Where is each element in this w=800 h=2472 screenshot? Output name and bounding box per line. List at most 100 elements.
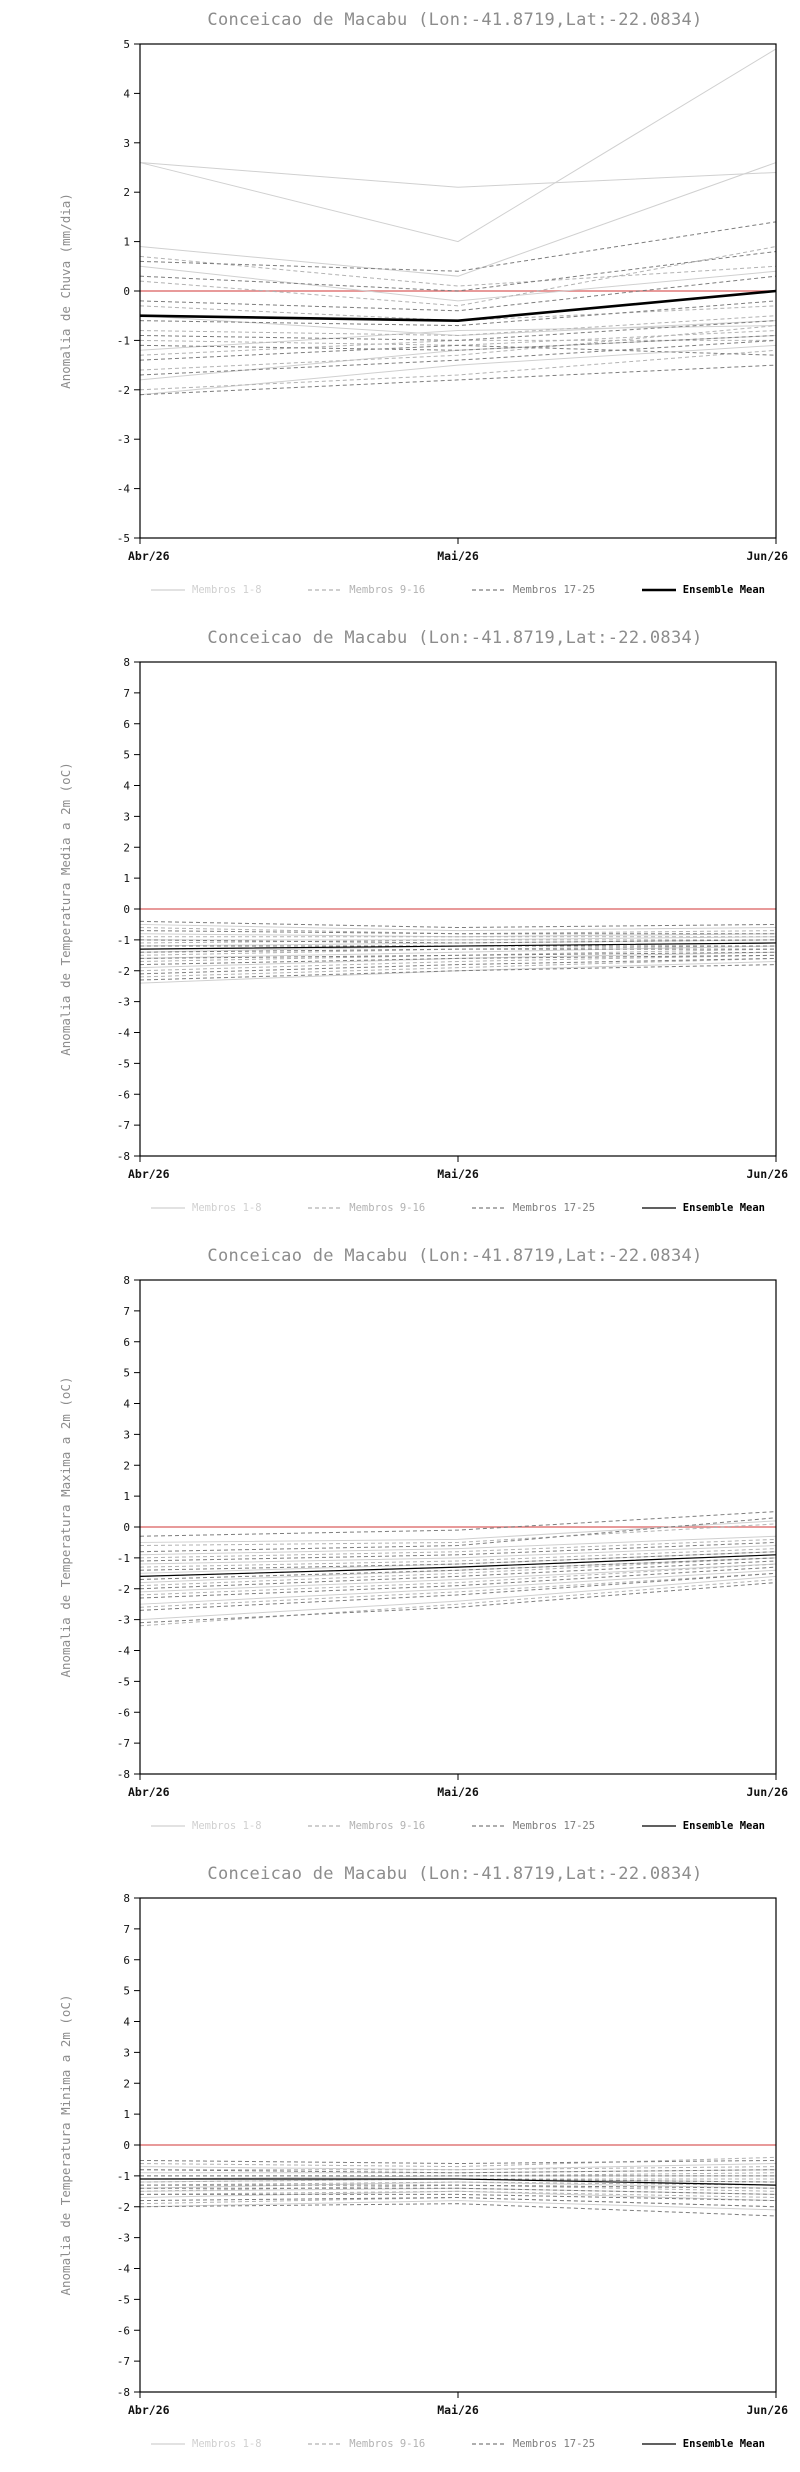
member-line [139, 339, 777, 376]
y-axis-tick-label: 6 [123, 718, 130, 731]
member-line [139, 265, 777, 302]
y-axis-tick-label: -5 [117, 1057, 130, 1070]
y-axis-tick-label: 4 [123, 2016, 130, 2029]
legend-label: Membros 1-8 [192, 1820, 262, 1832]
y-axis-tick-label: 1 [123, 236, 130, 249]
member-line [139, 325, 777, 371]
y-axis-tick-label: 6 [123, 1336, 130, 1349]
member-line [139, 1572, 777, 1608]
member-line [139, 2190, 777, 2198]
legend-line-sample [308, 1207, 343, 1209]
plot-frame [139, 661, 777, 1157]
member-line [139, 1511, 777, 1537]
member-line [139, 1545, 777, 1565]
member-line [139, 954, 777, 966]
y-axis-tick-label: -4 [117, 2263, 131, 2276]
member-line [139, 320, 777, 341]
y-axis-tick-label: -6 [117, 1088, 130, 1101]
y-axis-tick-label: -5 [117, 532, 130, 545]
member-line [139, 330, 777, 346]
y-axis-tick-label: -4 [117, 1027, 131, 1040]
member-line [139, 1535, 777, 1556]
legend-label: Membros 9-16 [349, 2438, 426, 2450]
member-line [139, 1575, 777, 1621]
y-axis-title: Anomalia de Chuva (mm/dia) [58, 193, 73, 389]
member-line [139, 957, 777, 975]
chart-legend: Membros 1-8 Membros 9-16 Membros 17-25 Ense… [150, 579, 765, 601]
y-axis-tick-label: 6 [123, 1954, 130, 1967]
legend-label: Membros 1-8 [192, 2438, 262, 2450]
y-axis-tick-label: 0 [123, 2139, 130, 2152]
y-axis-tick-label: -6 [117, 1706, 130, 1719]
max-temperature-anomaly-plot: -8 -7 -6 -5 -4 -3 -2 -1 0 1 2 3 4 5 6 7 8 Abr/26 Mai/26 Jun… [58, 1274, 788, 1799]
x-axis-label: Jun/26 [746, 549, 788, 563]
legend-item: Ensemble Mean [641, 2438, 765, 2450]
member-line [139, 957, 777, 978]
y-axis-tick-label: -1 [117, 334, 130, 347]
legend-line-sample [308, 589, 343, 591]
legend-item: Membros 17-25 [471, 1820, 595, 1832]
member-line [139, 1557, 777, 1587]
y-axis-title: Anomalia de Temperatura Media a 2m (oC) [58, 762, 73, 1056]
member-line [139, 1582, 777, 1624]
ensemble-mean-line [139, 1554, 777, 1577]
member-line [140, 2184, 777, 2189]
y-axis-title: Anomalia de Temperatura Minima a 2m (oC) [58, 1994, 73, 2295]
member-line [139, 246, 777, 307]
chart-legend: Membros 1-8 Membros 9-16 Membros 17-25 Ense… [150, 2433, 765, 2455]
legend-item: Membros 1-8 [150, 2438, 262, 2450]
y-axis-tick-label: -5 [117, 1675, 130, 1688]
y-axis-tick-label: 1 [123, 872, 130, 885]
member-line [139, 951, 777, 959]
y-axis-tick-label: 8 [123, 1892, 130, 1905]
member-line [139, 948, 776, 953]
y-axis-tick-label: -7 [117, 2355, 130, 2368]
x-axis-label: Abr/26 [128, 2403, 170, 2417]
legend-label: Membros 9-16 [349, 584, 426, 596]
plot-frame [139, 43, 777, 539]
x-axis-label: Mai/26 [437, 1167, 479, 1181]
legend-item: Ensemble Mean [641, 584, 765, 596]
member-line [139, 964, 777, 981]
legend-line-sample [641, 2443, 676, 2445]
x-axis-label: Abr/26 [128, 549, 170, 563]
y-axis-tick-label: 4 [123, 780, 130, 793]
chart-block-temp-maxima: Conceicao de Macabu (Lon:-41.8719,Lat:-2… [0, 1236, 800, 1854]
member-line [139, 1569, 777, 1605]
member-line [139, 1551, 777, 1571]
y-axis-title: Anomalia de Temperatura Maxima a 2m (oC) [58, 1376, 73, 1677]
chart-block-precipitation: Conceicao de Macabu (Lon:-41.8719,Lat:-2… [0, 0, 800, 618]
y-axis-tick-label: -5 [117, 2293, 130, 2306]
member-line [139, 334, 777, 351]
member-line [139, 315, 777, 336]
y-axis-tick-label: 2 [123, 186, 130, 199]
legend-item: Membros 17-25 [471, 1202, 595, 1214]
legend-line-sample [471, 1207, 506, 1209]
ensemble-mean-line [140, 2178, 777, 2186]
chart-legend: Membros 1-8 Membros 9-16 Membros 17-25 Ense… [150, 1197, 765, 1219]
y-axis-tick-label: -3 [117, 1614, 130, 1627]
member-line [139, 250, 777, 292]
member-line [139, 930, 776, 935]
y-axis-tick-label: 3 [123, 1428, 130, 1441]
chart-title: Conceicao de Macabu (Lon:-41.8719,Lat:-2… [207, 10, 703, 30]
chart-title: Conceicao de Macabu (Lon:-41.8719,Lat:-2… [207, 1864, 703, 1884]
y-axis-tick-label: 0 [123, 285, 130, 298]
y-axis-tick-label: -3 [117, 433, 130, 446]
y-axis-tick-label: 3 [123, 2046, 130, 2059]
legend-label: Membros 9-16 [349, 1820, 426, 1832]
member-line [139, 2200, 777, 2211]
member-line [139, 2156, 777, 2168]
member-line [139, 1563, 777, 1593]
legend-label: Ensemble Mean [682, 1820, 765, 1832]
member-line [139, 1541, 777, 1562]
member-line [139, 349, 777, 391]
ensemble-mean-line [139, 942, 777, 950]
x-axis-label: Jun/26 [746, 1785, 788, 1799]
legend-label: Membros 17-25 [512, 2438, 596, 2450]
legend-label: Membros 9-16 [349, 1202, 426, 1214]
precipitation-anomaly-plot: -5 -4 -3 -2 -1 0 1 2 3 4 5 Abr/26 Mai/26 Jun/26 Anomal… [58, 38, 788, 563]
legend-line-sample [151, 589, 185, 591]
y-axis-tick-label: 5 [123, 38, 130, 51]
y-axis-tick-label: -3 [117, 2232, 130, 2245]
